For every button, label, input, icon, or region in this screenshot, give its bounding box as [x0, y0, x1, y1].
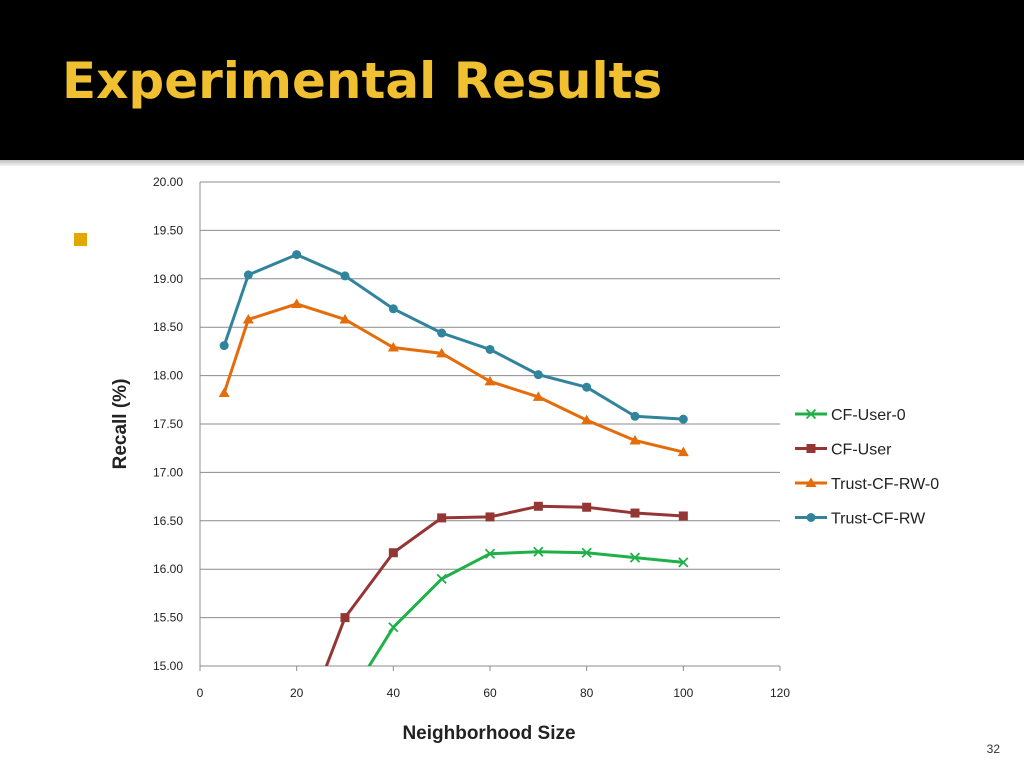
y-tick-label-6: 18.00 — [153, 369, 183, 383]
data-point-1-4 — [485, 512, 495, 522]
series-line-0 — [367, 550, 684, 666]
data-point-1-7 — [630, 508, 640, 518]
data-point-3-1 — [243, 270, 253, 280]
data-point-3-2 — [292, 250, 302, 260]
y-tick-label-7: 18.50 — [153, 320, 183, 334]
y-axis-title: Recall (%) — [110, 379, 131, 470]
data-point-0-4 — [533, 546, 544, 557]
series-cf-user-0 — [367, 546, 689, 666]
legend-marker-2 — [805, 477, 817, 487]
x-tick-label-6: 120 — [770, 686, 790, 700]
data-point-2-10 — [677, 446, 689, 457]
legend-label-0: CF-User-0 — [831, 407, 906, 424]
legend-entry-0: CF-User-0 — [795, 407, 906, 424]
axes — [199, 182, 781, 671]
series-line-2 — [222, 302, 684, 454]
data-point-1-8 — [678, 511, 688, 521]
data-point-0-1 — [388, 622, 399, 633]
data-point-3-6 — [485, 344, 495, 354]
x-tick-label-3: 60 — [483, 686, 497, 700]
data-point-0-5 — [581, 547, 592, 558]
recall-line-chart: 15.00 15.50 16.00 16.50 17.00 17.50 18.00 18.50… — [110, 175, 939, 744]
data-point-2-5 — [436, 347, 448, 358]
data-point-2-6 — [484, 375, 496, 386]
data-point-0-2 — [436, 573, 447, 585]
slide-number: 32 — [986, 742, 1000, 756]
legend-label-2: Trust-CF-RW-0 — [831, 476, 939, 493]
data-point-1-2 — [388, 548, 398, 558]
data-point-3-4 — [388, 304, 398, 314]
data-point-0-7 — [678, 557, 689, 568]
data-point-2-7 — [532, 391, 544, 401]
y-tick-label-1: 15.50 — [153, 611, 183, 625]
legend: CF-User-0 CF-User Trust-CF-RW-0 Trust-CF-RW — [795, 407, 939, 528]
data-point-3-3 — [340, 271, 350, 281]
data-point-2-2 — [291, 298, 303, 308]
legend-label-3: Trust-CF-RW — [831, 511, 926, 528]
legend-entry-3: Trust-CF-RW — [795, 511, 926, 528]
x-axis-title: Neighborhood Size — [402, 723, 575, 744]
legend-entry-1: CF-User — [795, 442, 892, 459]
data-point-1-5 — [533, 501, 543, 511]
y-tick-label-9: 19.50 — [153, 223, 183, 237]
data-point-3-9 — [630, 411, 640, 421]
data-point-2-9 — [629, 434, 641, 445]
x-tick-label-5: 100 — [673, 686, 693, 700]
legend-label-1: CF-User — [831, 442, 892, 459]
slide-title: Experimental Results — [62, 52, 663, 110]
data-point-1-3 — [437, 513, 447, 523]
series-trust-cf-rw-0 — [218, 298, 689, 457]
series-trust-cf-rw — [219, 250, 688, 424]
x-tick-label-4: 80 — [580, 686, 594, 700]
data-point-2-8 — [581, 414, 593, 425]
data-point-2-1 — [242, 313, 254, 324]
y-tick-label-0: 15.00 — [153, 659, 183, 673]
title-bar — [0, 0, 1024, 160]
data-point-3-8 — [582, 382, 592, 392]
x-tick-label-0: 0 — [197, 686, 204, 700]
y-tick-label-2: 16.00 — [153, 562, 183, 576]
data-point-0-3 — [484, 548, 496, 559]
data-point-2-4 — [387, 342, 399, 352]
data-point-2-3 — [339, 313, 351, 324]
y-tick-label-10: 20.00 — [153, 175, 183, 189]
series-cf-user — [324, 501, 688, 666]
y-tick-label-3: 16.50 — [153, 514, 183, 528]
data-point-3-10 — [678, 414, 688, 424]
data-point-3-5 — [437, 328, 447, 338]
data-point-3-0 — [219, 341, 229, 351]
series-lines — [218, 250, 689, 666]
data-point-2-0 — [218, 387, 230, 398]
data-point-1-1 — [340, 613, 350, 623]
legend-marker-3 — [806, 513, 816, 522]
title-divider — [0, 160, 1024, 166]
data-point-1-6 — [582, 502, 592, 512]
tick-labels: 15.00 15.50 16.00 16.50 17.00 17.50 18.00 18.50… — [153, 175, 790, 700]
series-line-1 — [324, 504, 684, 666]
legend-marker-0 — [805, 408, 817, 420]
x-tick-label-2: 40 — [387, 686, 401, 700]
data-point-0-6 — [629, 552, 641, 563]
bullet-square-icon — [74, 233, 87, 246]
x-tick-label-1: 20 — [290, 686, 304, 700]
grid-lines — [200, 181, 780, 667]
y-tick-label-8: 19.00 — [153, 272, 183, 286]
y-tick-label-4: 17.00 — [153, 465, 183, 479]
legend-marker-1 — [806, 444, 816, 453]
data-point-3-7 — [533, 370, 543, 380]
y-tick-label-5: 17.50 — [153, 417, 183, 431]
legend-entry-2: Trust-CF-RW-0 — [795, 476, 939, 493]
